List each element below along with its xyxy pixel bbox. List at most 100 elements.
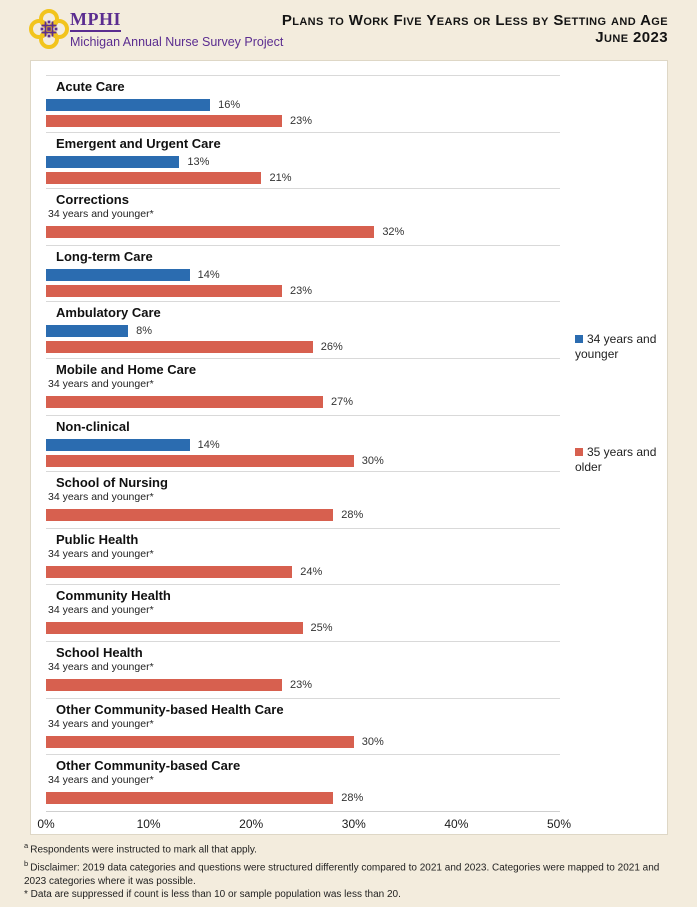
bar-older [46, 509, 334, 522]
x-axis-line [46, 811, 560, 812]
category-row: Long-term Care 14% 23% [46, 244, 560, 302]
chart-rows: Acute Care 16% 23% Emergent and Urgent Care… [46, 75, 560, 811]
suppressed-note: 34 years and younger* [48, 491, 154, 504]
x-axis-tick-label: 0% [37, 817, 55, 831]
bar-line-older: 30% [46, 454, 560, 467]
bar-line-older: 23% [46, 115, 560, 127]
bar-younger [46, 325, 129, 338]
category-label: Non-clinical [56, 418, 130, 434]
bar-older [46, 678, 282, 691]
suppressed-note: 34 years and younger* [48, 547, 154, 560]
bar-value: 27% [331, 395, 354, 408]
page-header: MPHI Michigan Annual Nurse Survey Projec… [0, 0, 697, 60]
bar-value: 14% [197, 268, 220, 281]
bar-line-older: 27% [46, 395, 560, 408]
x-axis-tick-label: 40% [444, 817, 469, 831]
footnote-marker: a [24, 841, 31, 850]
footnotes: a Respondents were instructed to mark al… [24, 839, 679, 902]
footnote-line: b Disclaimer: 2019 data categories and q… [24, 858, 660, 887]
bar-older [46, 341, 313, 354]
category-label: Ambulatory Care [56, 305, 161, 321]
x-axis-tick-label: 20% [239, 817, 264, 831]
category-row: Corrections 34 years and younger* 32% [46, 188, 560, 245]
bar-line-younger: 14% [46, 438, 560, 451]
bar-line-older: 23% [46, 678, 560, 691]
x-axis-tick-label: 30% [341, 817, 366, 831]
suppressed-note: 34 years and younger* [48, 717, 154, 730]
category-row: Community Health 34 years and younger* 25% [46, 584, 560, 641]
report-title-line2: June 2023 [595, 29, 668, 46]
category-label: Other Community-based Care [56, 758, 241, 774]
bar-older [46, 226, 375, 239]
quatrefoil-icon [29, 9, 69, 49]
category-row: Other Community-based Health Care 34 year… [46, 697, 560, 755]
suppressed-note: 34 years and younger* [48, 208, 154, 221]
bar-value: 28% [341, 792, 364, 805]
category-label: Other Community-based Health Care [56, 701, 284, 717]
category-label: Corrections [56, 192, 129, 208]
category-label: Emergent and Urgent Care [56, 135, 221, 151]
bar-younger [46, 99, 211, 111]
brand-tagline: Michigan Annual Nurse Survey Project [70, 35, 284, 49]
footnote-line: a Respondents were instructed to mark al… [24, 841, 257, 856]
bar-value: 8% [136, 325, 152, 338]
bar-line-older: 30% [46, 735, 560, 748]
category-label: Community Health [56, 588, 171, 604]
bar-value: 26% [320, 341, 343, 354]
suppressed-note: 34 years and younger* [48, 660, 154, 673]
category-label: Mobile and Home Care [56, 361, 197, 377]
suppressed-note: 34 years and younger* [48, 774, 154, 787]
bar-line-older: 21% [46, 171, 560, 184]
bar-younger [46, 438, 190, 451]
category-label: School Health [56, 644, 143, 660]
footnote-marker: * [24, 889, 31, 901]
bar-value: 24% [300, 565, 323, 578]
footnote-marker: b [24, 858, 31, 868]
category-row: School Health 34 years and younger* 23% [46, 640, 560, 698]
bar-line-older: 32% [46, 226, 560, 239]
x-axis-tick-label: 10% [136, 817, 161, 831]
bar-older [46, 565, 293, 578]
bar-value: 32% [382, 226, 405, 239]
legend-label-older: 35 years and older [575, 445, 657, 474]
bar-older [46, 395, 324, 408]
bar-value: 21% [269, 171, 292, 184]
category-label: Acute Care [56, 79, 125, 94]
bar-line-younger: 14% [46, 268, 560, 281]
bar-older [46, 115, 282, 127]
legend-entry-younger: 34 years and younger [575, 332, 665, 362]
bar-line-younger: 13% [46, 155, 560, 168]
category-row: Mobile and Home Care 34 years and younger… [46, 357, 560, 415]
bar-line-older: 23% [46, 284, 560, 297]
bar-value: 13% [187, 155, 210, 168]
bar-line-younger: 8% [46, 325, 560, 338]
category-row: Public Health 34 years and younger* 24% [46, 527, 560, 585]
bar-value: 16% [218, 99, 241, 111]
legend-label-younger: 34 years and younger [575, 332, 657, 361]
bar-value: 30% [361, 735, 384, 748]
bar-older [46, 171, 262, 184]
bar-line-older: 26% [46, 341, 560, 354]
suppressed-note: 34 years and younger* [48, 604, 154, 617]
category-row: School of Nursing 34 years and younger* 28… [46, 471, 560, 528]
bar-value: 23% [289, 115, 312, 127]
bar-older [46, 622, 303, 635]
category-row: Ambulatory Care 8% 26% [46, 301, 560, 358]
report-title: Plans to Work Five Years or Less by Sett… [282, 12, 668, 46]
bar-line-younger: 16% [46, 99, 560, 111]
bar-line-older: 28% [46, 509, 560, 522]
category-label: Long-term Care [56, 248, 153, 264]
bar-older [46, 792, 334, 805]
bar-older [46, 735, 354, 748]
category-label: School of Nursing [56, 475, 168, 491]
legend-swatch-older-icon [575, 448, 583, 456]
bar-line-older: 25% [46, 622, 560, 635]
bar-younger [46, 268, 190, 281]
legend-entry-older: 35 years and older [575, 445, 665, 475]
footnote-line: * Data are suppressed if count is less t… [24, 889, 401, 901]
bar-value: 23% [289, 284, 312, 297]
bar-value: 25% [310, 622, 333, 635]
mphi-logo-icon [29, 8, 69, 50]
suppressed-note: 34 years and younger* [48, 377, 154, 390]
legend-swatch-younger-icon [575, 335, 583, 343]
